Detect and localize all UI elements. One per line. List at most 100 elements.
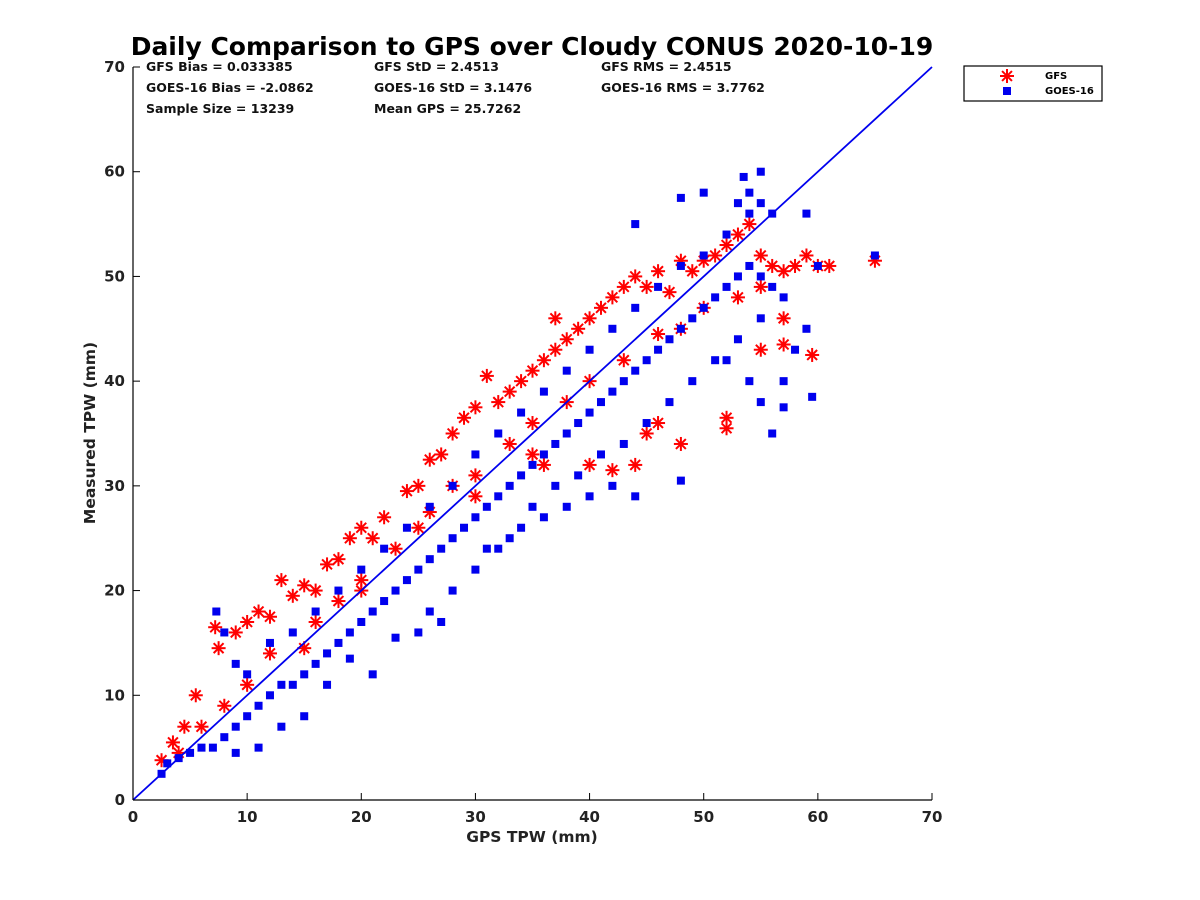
legend-asterisk-icon bbox=[1000, 69, 1014, 83]
goes16-point bbox=[745, 377, 754, 386]
x-tick-label: 10 bbox=[237, 808, 258, 826]
goes16-point bbox=[505, 481, 514, 490]
goes16-point bbox=[460, 523, 469, 532]
goes16-point bbox=[414, 565, 423, 574]
goes16-point bbox=[254, 743, 263, 752]
goes16-point bbox=[517, 523, 526, 532]
goes16-point bbox=[779, 293, 788, 302]
goes16-point bbox=[608, 387, 617, 396]
goes16-point bbox=[642, 419, 651, 428]
gfs-point bbox=[525, 416, 540, 431]
y-tick-label: 20 bbox=[104, 582, 125, 600]
gfs-point bbox=[730, 290, 745, 305]
goes16-point bbox=[448, 534, 457, 543]
gfs-point bbox=[211, 641, 226, 656]
gfs-point bbox=[559, 332, 574, 347]
gfs-point bbox=[388, 541, 403, 556]
goes16-point bbox=[265, 691, 274, 700]
gfs-point bbox=[240, 614, 255, 629]
gfs-point bbox=[548, 311, 563, 326]
gfs-point bbox=[662, 285, 677, 300]
goes16-point bbox=[197, 743, 206, 752]
x-tick-label: 30 bbox=[465, 808, 486, 826]
ticks-layer: 0 10 20 30 40 50 60 70 0 10 20 30 40 50 60 70 bbox=[104, 58, 942, 826]
goes16-point bbox=[402, 523, 411, 532]
gfs-point bbox=[605, 463, 620, 478]
stats-block: GFS Bias = 0.033385 GFS StD = 2.4513 GFS… bbox=[146, 59, 765, 116]
gfs-point bbox=[776, 264, 791, 279]
goes16-point bbox=[654, 345, 663, 354]
gfs-point bbox=[228, 625, 243, 640]
goes16-point bbox=[471, 565, 480, 574]
gfs-point bbox=[753, 342, 768, 357]
goes16-point bbox=[574, 419, 583, 428]
goes16-point bbox=[745, 261, 754, 270]
goes16-point bbox=[345, 628, 354, 637]
gfs-point bbox=[788, 258, 803, 273]
x-tick-label: 20 bbox=[351, 808, 372, 826]
goes16-point bbox=[323, 680, 332, 689]
goes16-point bbox=[517, 408, 526, 417]
gfs-point bbox=[514, 374, 529, 389]
goes16-point bbox=[231, 748, 240, 757]
gfs-point bbox=[217, 698, 232, 713]
goes16-point bbox=[756, 272, 765, 281]
gfs-point bbox=[673, 436, 688, 451]
gfs-point bbox=[685, 264, 700, 279]
goes16-point bbox=[596, 398, 605, 407]
goes16-point bbox=[562, 429, 571, 438]
goes16-point bbox=[608, 481, 617, 490]
gfs-point bbox=[651, 416, 666, 431]
x-tick-label: 0 bbox=[128, 808, 138, 826]
x-tick-label: 70 bbox=[922, 808, 943, 826]
goes16-point bbox=[791, 345, 800, 354]
goes16-point bbox=[539, 450, 548, 459]
goes16-point bbox=[654, 282, 663, 291]
goes16-point bbox=[596, 450, 605, 459]
goes16-point bbox=[676, 476, 685, 485]
legend-gfs-asterisk bbox=[1000, 69, 1014, 83]
y-tick-label: 10 bbox=[104, 686, 125, 704]
goes16-point bbox=[368, 670, 377, 679]
gfs-point bbox=[616, 353, 631, 368]
gfs-point bbox=[377, 510, 392, 525]
goes16-point bbox=[631, 303, 640, 312]
gfs-point bbox=[502, 384, 517, 399]
gfs-point bbox=[708, 248, 723, 263]
gfs-point bbox=[742, 217, 757, 232]
y-axis-label: Measured TPW (mm) bbox=[81, 342, 99, 524]
goes16-point bbox=[665, 335, 674, 344]
goes16-point bbox=[619, 377, 628, 386]
stat-goes-rms: GOES-16 RMS = 3.7762 bbox=[601, 80, 765, 95]
gfs-point bbox=[639, 426, 654, 441]
goes16-point bbox=[676, 193, 685, 202]
goes16-point bbox=[802, 209, 811, 218]
goes16-point bbox=[768, 429, 777, 438]
gfs-point bbox=[411, 478, 426, 493]
gfs-point bbox=[262, 646, 277, 661]
goes16-point bbox=[243, 712, 252, 721]
goes16-point bbox=[380, 544, 389, 553]
goes16-point bbox=[402, 576, 411, 585]
legend-square-icon bbox=[1003, 87, 1011, 95]
marks-layer bbox=[132, 66, 933, 801]
gfs-point bbox=[320, 557, 335, 572]
gfs-point bbox=[479, 368, 494, 383]
gfs-point bbox=[651, 327, 666, 342]
gfs-point bbox=[274, 573, 289, 588]
gfs-point bbox=[399, 484, 414, 499]
gfs-point bbox=[468, 468, 483, 483]
goes16-point bbox=[665, 398, 674, 407]
goes16-point bbox=[756, 167, 765, 176]
legend-label-goes16: GOES-16 bbox=[1045, 86, 1094, 97]
goes16-point bbox=[448, 586, 457, 595]
goes16-point bbox=[186, 748, 195, 757]
gfs-point bbox=[719, 421, 734, 436]
gfs-point bbox=[651, 264, 666, 279]
gfs-point bbox=[616, 279, 631, 294]
gfs-point bbox=[605, 290, 620, 305]
goes16-point bbox=[585, 345, 594, 354]
gfs-point bbox=[331, 594, 346, 609]
goes16-point bbox=[471, 513, 480, 522]
goes16-point bbox=[688, 314, 697, 323]
